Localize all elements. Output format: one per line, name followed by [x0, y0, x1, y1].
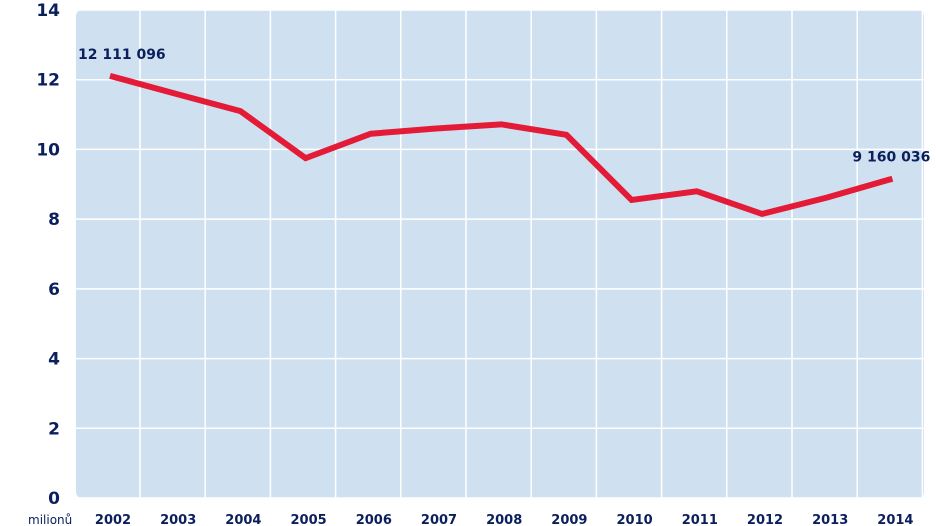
y-tick-label: 4	[48, 350, 60, 370]
series-group	[109, 72, 894, 218]
data-label: 9 160 036	[852, 150, 930, 166]
x-tick-label: 2005	[291, 513, 327, 526]
x-tick-label: 2007	[421, 513, 457, 526]
y-tick-label: 14	[36, 1, 60, 21]
y-tick-label: 8	[48, 210, 60, 230]
y-tick-label: 10	[36, 140, 60, 160]
data-labels: 12 111 096 9 160 036	[78, 47, 930, 166]
x-tick-label: 2006	[356, 513, 392, 526]
x-tick-label: 2004	[225, 513, 261, 526]
y-tick-label: 6	[48, 280, 60, 300]
x-tick-label: 2014	[877, 513, 913, 526]
y-tick-label: 12	[36, 71, 60, 91]
x-tick-label: 2013	[812, 513, 848, 526]
y-axis-ticks: 0 2 4 6 8 10 12 14	[36, 1, 60, 509]
x-tick-label: 2009	[551, 513, 587, 526]
data-label: 12 111 096	[78, 47, 166, 63]
x-tick-label: 2011	[682, 513, 718, 526]
x-tick-label: 2010	[617, 513, 653, 526]
x-axis-ticks: 2002 2003 2004 2005 2006 2007 2008 2009 2010 2011…	[95, 513, 914, 526]
x-tick-label: 2002	[95, 513, 131, 526]
gridlines	[76, 9, 924, 499]
plot-background	[76, 10, 924, 498]
y-tick-label: 2	[48, 419, 60, 439]
x-tick-label: 2008	[486, 513, 522, 526]
y-unit-label: milionů	[28, 513, 72, 526]
x-tick-label: 2003	[160, 513, 196, 526]
y-tick-label: 0	[48, 489, 60, 509]
x-tick-label: 2012	[747, 513, 783, 526]
